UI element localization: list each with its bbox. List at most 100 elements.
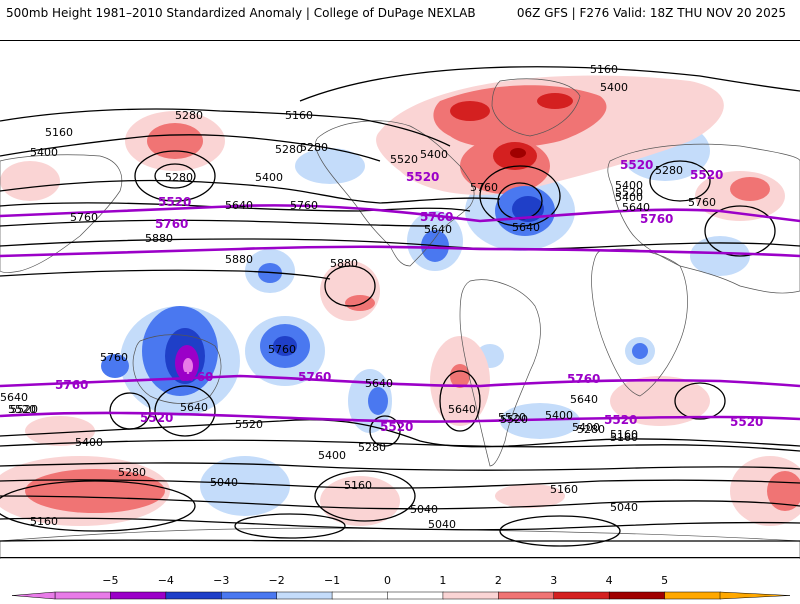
contour-label: 5400 <box>75 436 103 449</box>
highlight-contour-label: 5760 <box>55 378 88 392</box>
colorbar-segment <box>553 591 610 600</box>
highlight-contour-label: 5520 <box>406 170 439 184</box>
highlight-contour-labels: 5520 5520 5520 5520 5760 5760 5760 5760 … <box>55 158 763 434</box>
contour-label: 5040 <box>610 501 638 514</box>
colorbar-tick-label: −3 <box>213 574 229 587</box>
highlight-contour-label: 5760 <box>567 372 600 386</box>
contour-label: 5640 <box>0 391 28 404</box>
highlight-contours <box>0 204 800 423</box>
height-contours <box>0 66 800 547</box>
anomaly-colorbar: −5 −4 −3 −2 −1 0 1 2 3 4 5 <box>0 570 800 600</box>
contour-label: 5640 <box>622 201 650 214</box>
colorbar-segment <box>664 591 721 600</box>
colorbar-tick-label: −1 <box>324 574 340 587</box>
contour-label: 5760 <box>268 343 296 356</box>
colorbar-segment <box>498 591 555 600</box>
contour-label: 5640 <box>225 199 253 212</box>
colorbar-tick-label: 4 <box>606 574 613 587</box>
contour-label: 5400 <box>615 191 643 204</box>
contour-label: 5040 <box>410 503 438 516</box>
contour-label: 5280 <box>358 441 386 454</box>
contour-label: 5280 <box>275 143 303 156</box>
run-valid-time: 06Z GFS | F276 Valid: 18Z THU NOV 20 202… <box>516 6 786 20</box>
contour-label: 5520 <box>498 411 526 424</box>
contour-label: 5400 <box>420 148 448 161</box>
contour-label: 5400 <box>30 146 58 159</box>
contour-labels: 5160 5400 5280 5280 5160 5400 5280 5400 … <box>0 63 716 531</box>
contour-label: 5640 <box>448 403 476 416</box>
colorbar-tick-label: 1 <box>439 574 446 587</box>
colorbar-segment <box>165 591 222 600</box>
highlight-contour-label: 5520 <box>730 415 763 429</box>
global-anomaly-map: 5160 5400 5280 5280 5160 5400 5280 5400 … <box>0 40 800 560</box>
map-canvas: 5160 5400 5280 5280 5160 5400 5280 5400 … <box>0 63 800 560</box>
contour-label: 5400 <box>255 171 283 184</box>
contour-label: 5160 <box>590 63 618 76</box>
colorbar-left-arrow <box>11 591 56 600</box>
contour-label: 5160 <box>550 483 578 496</box>
contour-label: 5640 <box>365 377 393 390</box>
contour-label: 5400 <box>318 449 346 462</box>
anomaly-positive-strong <box>450 93 573 170</box>
contour-label: 5160 <box>30 515 58 528</box>
colorbar-tick-label: 3 <box>550 574 557 587</box>
highlight-contour-label: 5520 <box>604 413 637 427</box>
highlight-contour-label: 5520 <box>140 411 173 425</box>
colorbar-tick-label: 0 <box>384 574 391 587</box>
colorbar-tick-label: 5 <box>661 574 668 587</box>
contour-label: 5280 <box>300 141 328 154</box>
contour-label: 5280 <box>118 466 146 479</box>
colorbar-segment <box>608 591 666 600</box>
contour-label: 5160 <box>610 428 638 441</box>
colorbar-segments <box>11 591 791 600</box>
colorbar-tick-label: −4 <box>158 574 174 587</box>
colorbar-segment <box>276 591 333 600</box>
contour-label: 5880 <box>145 232 173 245</box>
contour-label: 5280 <box>655 164 683 177</box>
colorbar-tick-label: 2 <box>495 574 502 587</box>
anomaly-negative-peak <box>183 358 193 374</box>
anomaly-positive-light <box>0 75 800 526</box>
contour-label: 5520 <box>500 413 528 426</box>
map-header: 500mb Height 1981–2010 Standardized Anom… <box>0 0 800 40</box>
contour-label: 5640 <box>570 393 598 406</box>
highlight-contour-label: 5520 <box>690 168 723 182</box>
colorbar-tick-label: −2 <box>269 574 285 587</box>
contour-label: 5280 <box>165 171 193 184</box>
contour-label: 5520 <box>615 186 643 199</box>
contour-label: 5160 <box>344 479 372 492</box>
contour-label: 5400 <box>545 409 573 422</box>
map-title: 500mb Height 1981–2010 Standardized Anom… <box>6 6 476 20</box>
contour-label: 5760 <box>470 181 498 194</box>
contour-label: 5880 <box>330 257 358 270</box>
colorbar-segment <box>442 591 500 600</box>
highlight-contour-label: 5520 <box>620 158 653 172</box>
colorbar-segment <box>54 591 112 600</box>
colorbar-ticks: −5 −4 −3 −2 −1 0 1 2 3 4 5 <box>102 574 668 587</box>
contour-label: 5520 <box>235 418 263 431</box>
contour-label: 5760 <box>688 196 716 209</box>
contour-label: 5880 <box>225 253 253 266</box>
colorbar-segment <box>110 591 167 600</box>
highlight-contour-label: 5760 <box>155 217 188 231</box>
contour-label: 5640 <box>512 221 540 234</box>
contour-label: 5400 <box>572 421 600 434</box>
contour-label: 5160 <box>285 109 313 122</box>
contour-label: 5400 <box>615 179 643 192</box>
colorbar-segment <box>221 591 278 600</box>
contour-label: 5760 <box>70 211 98 224</box>
highlight-contour-label: 5760 <box>420 210 453 224</box>
contour-label: 5520 <box>8 403 36 416</box>
highlight-contour-label: 5520 <box>380 420 413 434</box>
contour-label: 5040 <box>210 476 238 489</box>
highlight-contour-label: 5760 <box>180 370 213 384</box>
anomaly-positive-extreme <box>510 148 526 158</box>
colorbar-canvas: −5 −4 −3 −2 −1 0 1 2 3 4 5 <box>11 574 791 600</box>
contour-label: 5400 <box>600 81 628 94</box>
colorbar-segment <box>331 591 389 600</box>
contour-label: 5040 <box>428 518 456 531</box>
contour-label: 5520 <box>390 153 418 166</box>
contour-label: 5280 <box>577 423 605 436</box>
contour-label: 5280 <box>175 109 203 122</box>
contour-label: 5760 <box>100 351 128 364</box>
